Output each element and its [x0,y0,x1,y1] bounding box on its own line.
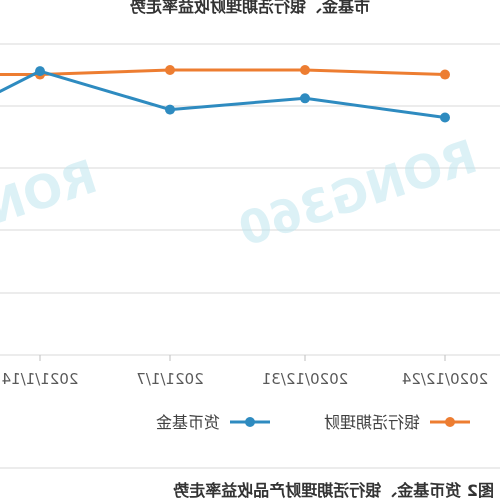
legend-dot-bank [445,417,455,427]
x-axis-ticks: 2020/12/242020/12/312021/1/72021/1/14202… [2,355,488,388]
series-1-point-3 [35,66,45,77]
watermark-text: RONG360 [232,129,483,257]
series-line-0 [0,68,446,77]
gridlines [0,43,500,356]
series-1-point-0 [440,112,450,123]
series-1-point-2 [165,104,175,115]
chart-header-title: 市基金、银行活期理财收益率走势 [130,0,370,16]
series-1-point-1 [300,93,310,104]
series-layer [0,65,450,136]
x-tick-label-3: 2021/1/14 [2,370,79,388]
x-tick-label-2: 2021/1/7 [136,370,203,388]
legend-dot-mmf [245,417,255,427]
legend-label-bank: 银行活期理财 [324,413,420,432]
figure-caption: 图2 货币基金、银行活期理财产品收益率走势 [173,481,494,500]
series-0-point-2 [165,65,175,76]
x-tick-label-0: 2020/12/24 [402,370,488,388]
series-0-point-1 [300,65,310,76]
legend: 银行活期理财 货币基金 [156,413,470,432]
x-tick-label-1: 2020/12/31 [262,370,348,388]
legend-label-mmf: 货币基金 [156,413,220,432]
series-0-point-0 [440,69,450,80]
series-line-1 [0,69,446,136]
